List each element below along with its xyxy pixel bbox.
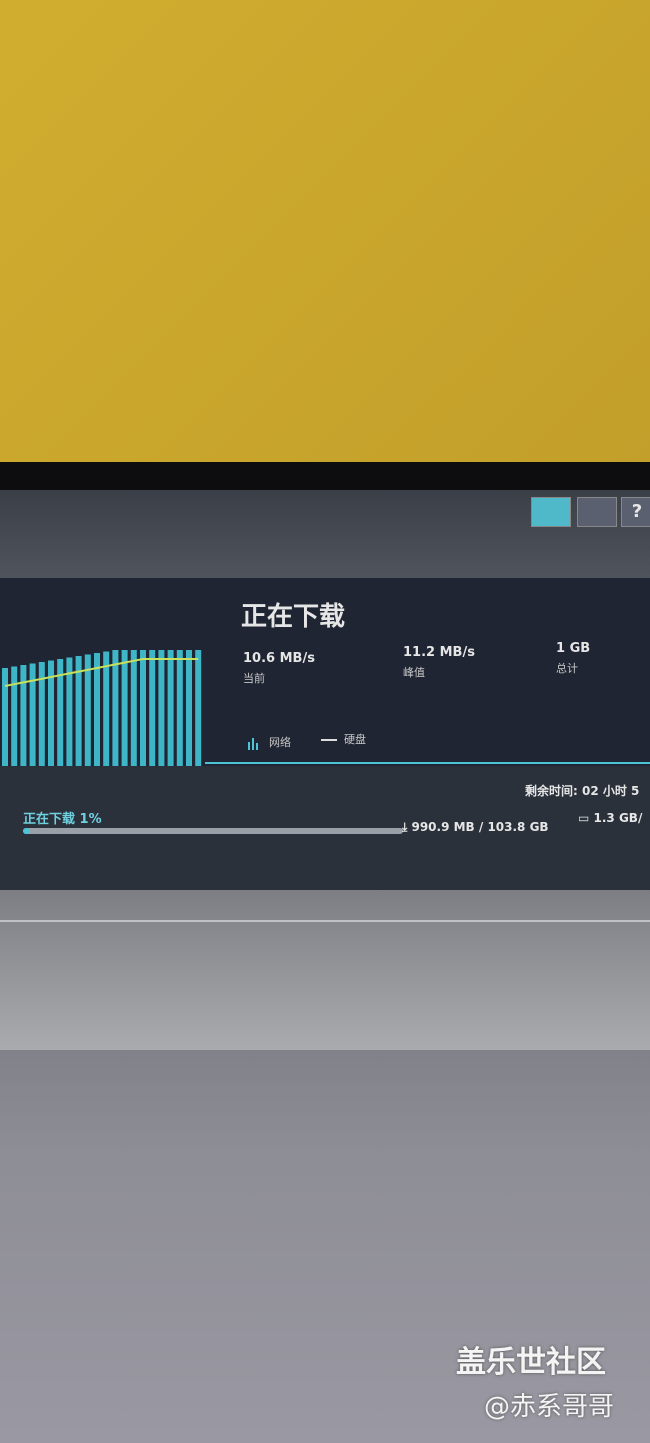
disk-icon bbox=[321, 739, 337, 741]
network-icon bbox=[248, 738, 258, 750]
progress-track bbox=[23, 828, 403, 834]
legend-label: 硬盘 bbox=[344, 733, 366, 746]
chart-bar bbox=[2, 668, 8, 768]
chart-bar bbox=[112, 650, 119, 768]
chart-bar bbox=[84, 654, 91, 768]
stat-label: 总计 bbox=[556, 662, 578, 675]
download-status: 正在下载 1% bbox=[23, 812, 102, 827]
bandwidth-chart bbox=[2, 650, 202, 768]
stat-label: 峰值 bbox=[403, 666, 425, 679]
chart-bar bbox=[66, 657, 73, 768]
downloaded-text: 990.9 MB / 103.8 GB bbox=[411, 820, 549, 834]
stat-label: 当前 bbox=[243, 672, 265, 685]
watermark-author: @赤系哥哥 bbox=[484, 1392, 615, 1422]
chart-bar bbox=[48, 660, 54, 768]
disk-usage: ▭ 1.3 GB/ bbox=[578, 811, 643, 825]
remaining-time: 剩余时间: 02 小时 5 bbox=[525, 784, 640, 798]
help-button[interactable]: ? bbox=[621, 497, 650, 527]
chart-baseline bbox=[205, 762, 650, 764]
title: 正在下载 bbox=[241, 602, 346, 632]
background-wall bbox=[0, 0, 650, 462]
chart-bar bbox=[130, 650, 137, 768]
chart-bar bbox=[195, 650, 202, 768]
chart-bar bbox=[11, 666, 18, 768]
progress-fill bbox=[23, 828, 30, 834]
chart-bar bbox=[186, 650, 192, 768]
downloaded: ⤓ 990.9 MB / 103.8 GB bbox=[402, 820, 549, 834]
chart-bar bbox=[140, 650, 146, 768]
disk-line bbox=[4, 658, 199, 687]
disk-text: 1.3 GB/ bbox=[593, 811, 643, 825]
divider bbox=[0, 920, 650, 922]
monitor-bezel bbox=[0, 462, 650, 490]
stat-value: 11.2 MB/s bbox=[403, 645, 475, 660]
chart-bar bbox=[94, 653, 100, 768]
chart-bar bbox=[121, 650, 128, 768]
stat-value: 1 GB bbox=[556, 641, 591, 656]
chart-bar bbox=[20, 665, 27, 768]
announce-button[interactable] bbox=[531, 497, 571, 527]
chart-bar bbox=[38, 662, 45, 768]
legend-label: 网络 bbox=[269, 736, 291, 749]
stat-value: 10.6 MB/s bbox=[243, 651, 315, 666]
chart-bar bbox=[149, 650, 156, 768]
chart-bar bbox=[29, 663, 36, 768]
home-button[interactable] bbox=[577, 497, 617, 527]
chart-bar bbox=[167, 650, 174, 768]
chart-bar bbox=[103, 651, 110, 768]
chart-bar bbox=[158, 650, 165, 768]
chart-bar bbox=[176, 650, 183, 768]
chart-bar bbox=[75, 656, 82, 768]
chart-bar bbox=[57, 659, 64, 768]
watermark-brand: 盖乐世社区 bbox=[456, 1345, 606, 1380]
lower-area bbox=[0, 890, 650, 1050]
